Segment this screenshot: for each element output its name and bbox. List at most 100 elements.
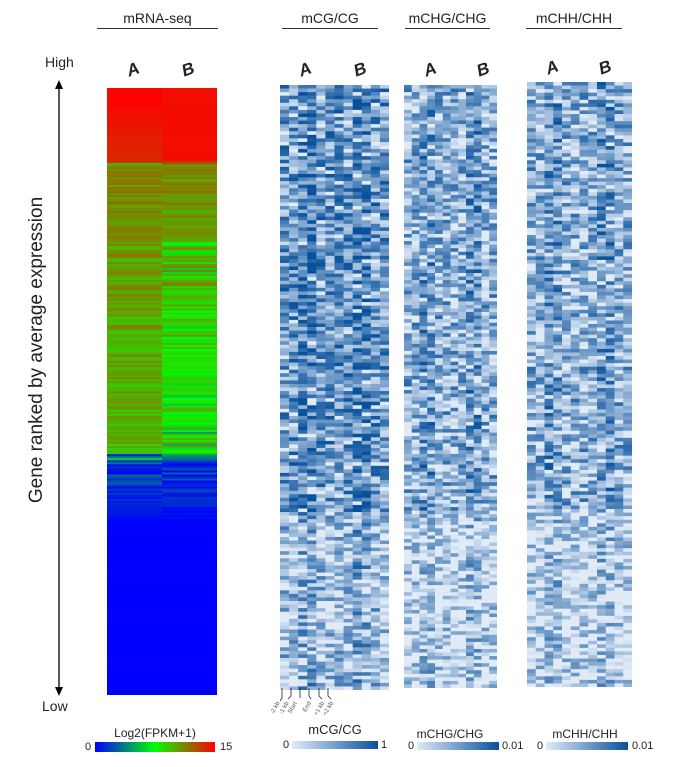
heatmap-cell	[450, 294, 459, 299]
heatmap-cell	[334, 149, 344, 153]
heatmap-cell	[411, 262, 420, 267]
heatmap-cell	[107, 551, 162, 554]
heatmap-cell	[411, 652, 420, 657]
heatmap-cell	[361, 533, 372, 538]
heatmap-cell	[435, 546, 444, 550]
heatmap-cell	[107, 678, 162, 682]
heatmap-cell	[442, 670, 451, 675]
heatmap-cell	[107, 239, 162, 243]
heatmap-cell	[307, 344, 317, 349]
heatmap-cell	[334, 398, 344, 403]
heatmap-cell	[481, 549, 490, 554]
heatmap-cell	[370, 198, 381, 203]
heatmap-cell	[298, 579, 308, 584]
heatmap-cell	[411, 460, 420, 465]
heatmap-cell	[458, 680, 467, 685]
heatmap-cell	[370, 622, 381, 627]
heatmap-cell	[107, 401, 162, 404]
heatmap-cell	[489, 602, 497, 607]
heatmap-cell	[298, 173, 308, 178]
heatmap-cell	[361, 238, 372, 242]
heatmap-cell	[325, 490, 335, 495]
heatmap-cell	[435, 634, 444, 639]
heatmap-cell	[442, 641, 451, 646]
heatmap-cell	[481, 482, 490, 487]
heatmap-cell	[605, 117, 615, 122]
heatmap-cell	[280, 291, 290, 296]
heatmap-cell	[481, 120, 490, 125]
heatmap-cell	[473, 106, 482, 111]
heatmap-cell	[325, 216, 335, 221]
heatmap-cell	[473, 205, 482, 210]
heatmap-cell	[605, 160, 615, 165]
heatmap-cell	[107, 468, 162, 471]
heatmap-cell	[307, 337, 317, 342]
heatmap-cell	[481, 219, 490, 224]
heatmap-cell	[435, 443, 444, 448]
heatmap-cell	[379, 572, 389, 577]
heatmap-cell	[411, 251, 420, 256]
heatmap-cell	[450, 315, 459, 320]
heatmap-cell	[162, 456, 217, 459]
heatmap-cell	[427, 638, 436, 643]
heatmap-cell	[411, 510, 420, 515]
heatmap-cell	[442, 542, 451, 547]
heatmap-cell	[427, 656, 436, 660]
heatmap-cell	[427, 528, 436, 533]
heatmap-cell	[334, 362, 344, 367]
heatmap-cell	[162, 251, 217, 255]
heatmap-cell	[473, 585, 482, 589]
heatmap-cell	[352, 640, 363, 645]
heatmap-cell	[466, 226, 475, 231]
heatmap-cell	[307, 647, 317, 652]
heatmap-cell	[107, 656, 162, 659]
heatmap-cell	[379, 490, 389, 495]
heatmap-cell	[473, 233, 482, 238]
heatmap-cell	[489, 567, 497, 572]
heatmap-cell	[427, 230, 436, 235]
heatmap-cell	[352, 625, 363, 630]
heatmap-cell	[435, 265, 444, 270]
heatmap-cell	[570, 117, 580, 122]
heatmap-cell	[334, 220, 344, 225]
heatmap-cell	[343, 376, 353, 381]
heatmap-cell	[466, 251, 475, 256]
heatmap-cell	[473, 524, 482, 529]
heatmap-cell	[361, 647, 372, 652]
heatmap-cell	[466, 478, 475, 483]
heatmap-cell	[466, 521, 475, 526]
heatmap-cell	[307, 106, 317, 111]
heatmap-cell	[419, 92, 428, 96]
heatmap-cell	[289, 277, 299, 282]
heatmap-cell	[370, 188, 381, 193]
heatmap-cell	[162, 500, 217, 504]
heatmap-cell	[352, 476, 363, 481]
heatmap-cell	[352, 366, 363, 371]
heatmap-cell	[450, 219, 459, 224]
heatmap-cell	[325, 675, 335, 680]
y-axis-label: Gene ranked by average expression	[26, 196, 47, 504]
heatmap-cell	[107, 508, 162, 512]
heatmap-cell	[411, 301, 420, 306]
heatmap-cell	[379, 206, 389, 210]
heatmap-cell	[473, 663, 482, 668]
heatmap-cell	[535, 146, 545, 150]
heatmap-cell	[334, 636, 344, 641]
heatmap-cell	[162, 112, 217, 115]
heatmap-cell	[450, 677, 459, 682]
heatmap-cell	[562, 92, 572, 97]
heatmap-cell	[325, 348, 335, 353]
heatmap-cell	[307, 675, 317, 680]
heatmap-cell	[162, 605, 217, 609]
heatmap-cell	[450, 365, 459, 370]
heatmap-cell	[489, 492, 497, 497]
heatmap-cell	[427, 421, 436, 426]
heatmap-cell	[473, 145, 482, 150]
heatmap-cell	[107, 488, 162, 491]
heatmap-cell	[411, 517, 420, 522]
heatmap-cell	[427, 116, 436, 121]
heatmap-cell	[280, 305, 290, 310]
heatmap-cell	[411, 549, 420, 554]
heatmap-cell	[379, 138, 389, 143]
heatmap-cell	[298, 576, 308, 580]
